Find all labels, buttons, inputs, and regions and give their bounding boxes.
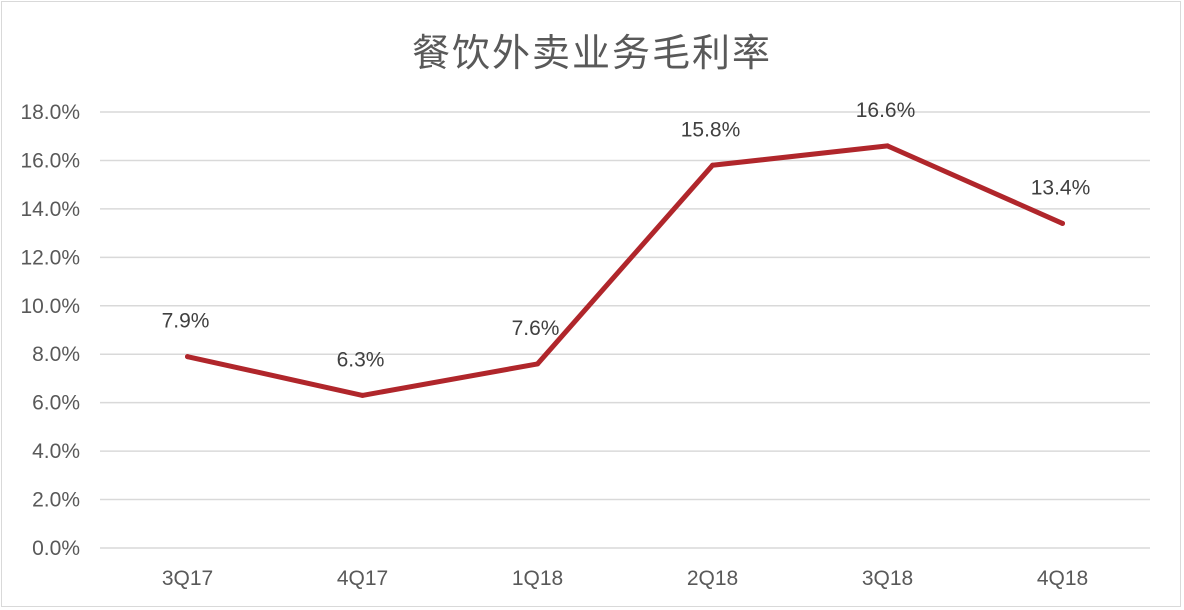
y-tick-label: 16.0%	[20, 149, 80, 172]
series-gross-margin	[185, 143, 1065, 398]
y-tick-label: 12.0%	[20, 246, 80, 269]
data-point	[885, 143, 890, 149]
data-labels: 7.9% 6.3% 7.6% 15.8% 16.6% 13.4%	[162, 99, 1091, 371]
data-label: 7.9%	[162, 310, 210, 333]
y-tick-label: 18.0%	[20, 101, 80, 124]
data-label: 15.8%	[681, 118, 741, 141]
y-axis-ticks: 0.0% 2.0% 4.0% 6.0% 8.0% 10.0% 12.0% 14.0% 16.0%…	[20, 101, 80, 560]
chart-title: 餐饮外卖业务毛利率	[411, 31, 772, 75]
y-tick-label: 10.0%	[20, 295, 80, 318]
y-tick-label: 14.0%	[20, 198, 80, 221]
y-tick-label: 2.0%	[32, 489, 80, 512]
data-point	[710, 162, 715, 168]
x-tick-label: 3Q17	[162, 567, 213, 590]
x-tick-label: 3Q18	[862, 567, 913, 590]
y-tick-label: 4.0%	[32, 440, 80, 463]
data-label: 13.4%	[1031, 176, 1091, 199]
gridlines	[100, 111, 1150, 549]
x-tick-label: 4Q17	[337, 567, 388, 590]
data-label: 16.6%	[856, 99, 916, 122]
y-tick-label: 6.0%	[32, 392, 80, 415]
x-tick-label: 1Q18	[512, 567, 563, 590]
data-point	[360, 392, 365, 398]
data-point	[185, 354, 190, 360]
data-point	[535, 361, 540, 367]
y-tick-label: 8.0%	[32, 343, 80, 366]
data-point	[1060, 220, 1065, 226]
data-label: 6.3%	[337, 348, 385, 371]
x-tick-label: 2Q18	[687, 567, 738, 590]
data-label: 7.6%	[512, 317, 560, 340]
y-tick-label: 0.0%	[32, 537, 80, 560]
series-line	[185, 143, 1065, 398]
x-tick-label: 4Q18	[1037, 567, 1088, 590]
x-axis-ticks: 3Q17 4Q17 1Q18 2Q18 3Q18 4Q18	[162, 567, 1088, 590]
